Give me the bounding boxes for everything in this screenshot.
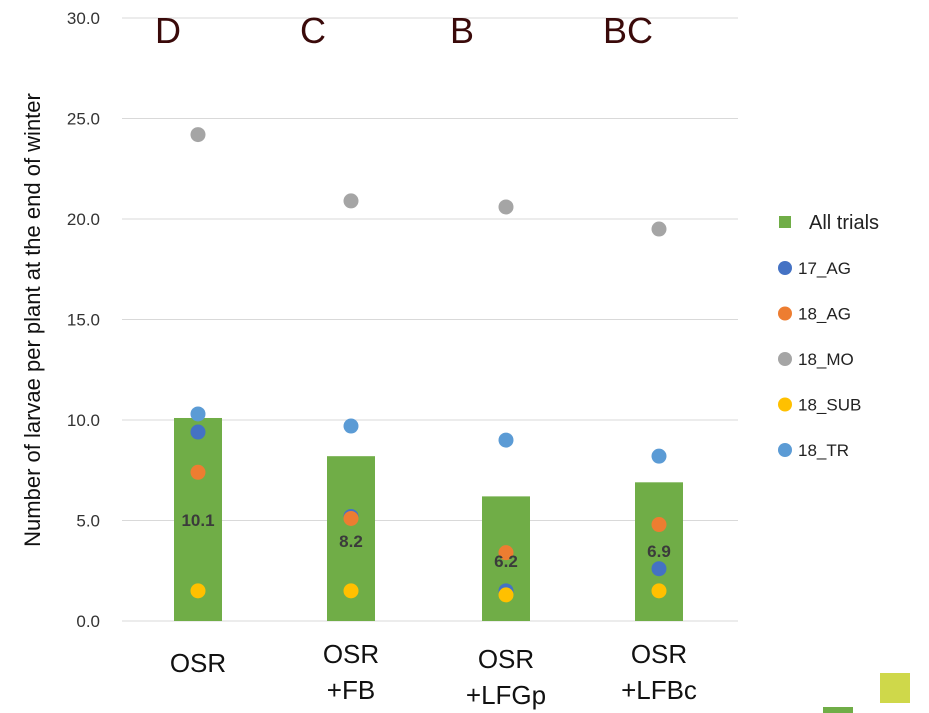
point-18_SUB [498,587,514,603]
legend-swatch-18_TR [778,443,792,457]
y-tick-label: 15.0 [67,311,100,330]
point-18_AG [498,545,514,561]
y-axis-ticks: 0.0 5.0 10.0 15.0 20.0 25.0 30.0 [67,9,100,631]
y-tick-label: 25.0 [67,110,100,129]
point-18_MO [343,193,359,209]
legend-swatch-18_MO [778,352,792,366]
legend-label: 18_SUB [798,396,861,415]
point-18_TR [343,418,359,434]
legend: All trials 17_AG 18_AG 18_MO 18_SUB 18_TR [778,212,879,460]
legend-swatch-17_AG [778,261,792,275]
category-label-line2: +LFBc [621,675,697,705]
point-17_AG [651,561,667,577]
point-18_SUB [190,583,206,599]
category-label: OSR [478,644,534,674]
significance-letter: D [155,10,181,51]
bar-value-label: 8.2 [339,532,363,551]
point-18_TR [190,406,206,422]
bar-value-labels: 10.1 8.2 6.2 6.9 [181,511,670,571]
legend-label: 17_AG [798,259,851,278]
significance-letter: BC [603,10,653,51]
category-label: OSR [631,639,687,669]
category-label-line2: +FB [327,675,375,705]
bar-value-label: 6.2 [494,552,518,571]
y-tick-label: 10.0 [67,411,100,430]
legend-swatch-18_AG [778,306,792,321]
point-18_MO [651,221,667,237]
bar-value-label: 6.9 [647,542,671,561]
bar-value-label: 10.1 [181,511,214,530]
y-tick-label: 5.0 [76,512,100,531]
points [190,127,667,603]
legend-label: 18_AG [798,305,851,324]
corner-square-green [823,707,853,713]
bars [174,417,683,621]
point-17_AG [190,424,206,440]
legend-label: 18_MO [798,350,854,369]
y-tick-label: 20.0 [67,210,100,229]
y-axis-title: Number of larvae per plant at the end of… [20,93,45,547]
point-18_SUB [343,583,359,599]
significance-letter: B [450,10,474,51]
point-18_TR [498,432,514,448]
significance-letter: C [300,10,326,51]
significance-letters: D C B BC [155,10,653,51]
point-18_AG [651,517,667,533]
category-labels: OSR OSR +FB OSR +LFGp OSR +LFBc [170,639,697,710]
point-18_MO [190,127,206,143]
corner-square-light [880,673,910,703]
legend-swatch-18_SUB [778,397,792,412]
legend-swatch-all-trials [779,216,791,228]
y-tick-label: 0.0 [76,612,100,631]
gridlines [122,17,738,622]
legend-label: 18_TR [798,441,849,460]
legend-label: All trials [809,212,879,234]
point-18_SUB [651,583,667,599]
point-18_AG [190,464,206,480]
point-18_AG [343,510,359,526]
y-tick-label: 30.0 [67,9,100,28]
category-label: OSR [170,648,226,678]
category-label: OSR [323,639,379,669]
point-18_MO [498,199,514,215]
category-label-line2: +LFGp [466,680,546,710]
point-18_TR [651,448,667,464]
